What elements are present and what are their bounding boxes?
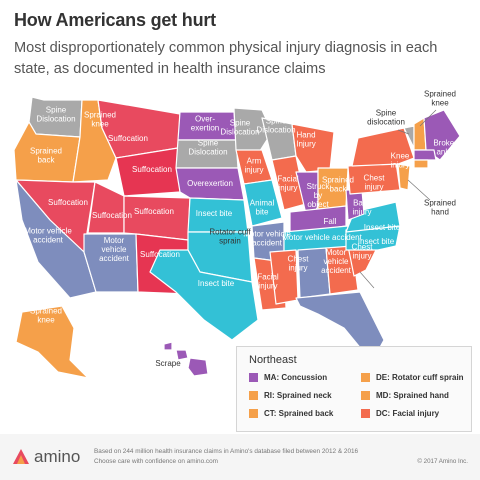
legend-item: DC: Facial injury — [361, 409, 440, 419]
label-al: Motor vehicle accident — [321, 248, 352, 275]
label-nc: Insect bite — [358, 237, 395, 246]
label-mo: Animal bite — [250, 199, 275, 217]
footer: amino Based on 244 million health insura… — [0, 434, 480, 480]
label-wv: Back injury — [352, 199, 371, 217]
state-ct — [413, 159, 429, 169]
legend-label: CT: Sprained back — [264, 409, 334, 418]
label-il: Facial injury — [277, 175, 299, 193]
label-ny: Knee injury — [390, 152, 409, 170]
label-nm: Suffocation — [140, 250, 180, 259]
state-ut — [87, 181, 125, 234]
legend-swatch — [249, 409, 258, 419]
label-mt: Suffocation — [108, 134, 148, 143]
legend-swatch — [361, 409, 370, 419]
label-az: Motor vehicle accident — [99, 236, 130, 263]
label-in: Struck by object — [307, 182, 331, 209]
label-tx-rot: Rotator cuff sprain — [209, 228, 251, 246]
state-az — [83, 233, 139, 293]
state-ny — [351, 127, 415, 167]
label-id: Sprained knee — [84, 111, 116, 129]
brand-name: amino — [34, 447, 81, 466]
legend-swatch — [249, 391, 258, 401]
legend-swatch — [249, 373, 258, 383]
leader-fl — [359, 271, 375, 289]
label-hi: Scrape — [155, 359, 181, 368]
label-mi: Hand Injury — [296, 131, 316, 149]
label-ut: Suffocation — [92, 211, 132, 220]
label-la: Facial injury — [257, 273, 279, 291]
label-pa: Chest injury — [364, 174, 386, 192]
label-nv: Suffocation — [48, 198, 88, 207]
label-ms: Chest injury — [288, 255, 310, 273]
state-nj — [397, 163, 411, 191]
state-fl — [295, 291, 385, 363]
state-ak — [15, 305, 89, 379]
label-ga: Chest injury — [352, 243, 374, 261]
footer-link[interactable]: Choose care with confidence on amino.com — [94, 458, 218, 465]
state-mo — [243, 179, 283, 227]
legend-label: MA: Concussion — [264, 373, 328, 382]
legend-title: Northeast — [249, 354, 297, 366]
legend-item: MA: Concussion — [249, 373, 328, 383]
legend-label: DE: Rotator cuff sprain — [376, 373, 464, 382]
state-tx — [149, 249, 259, 341]
legend-item: RI: Sprained neck — [249, 391, 332, 401]
legend-item: CT: Sprained back — [249, 409, 334, 419]
legend-label: DC: Facial injury — [376, 409, 440, 418]
label-vt: Spine dislocation — [367, 109, 405, 127]
label-oh: Sprained back — [322, 176, 354, 194]
label-ca: Motor vehicle accident — [24, 227, 72, 245]
label-va: Insect bite — [364, 223, 401, 232]
label-mn: Spine Dislocation — [220, 119, 259, 137]
state-co — [123, 195, 191, 241]
leader-nh — [419, 109, 437, 127]
label-ak: Sprained knee — [30, 307, 62, 325]
label-ky: Fall — [324, 217, 337, 226]
page-title: How Americans get hurt — [14, 10, 216, 30]
state-ca — [15, 179, 97, 299]
label-tn: Motor vehicle accident — [282, 233, 362, 242]
label-ar: Motor vehicle accident — [243, 230, 291, 248]
label-nd: Over-exertion — [191, 115, 219, 133]
label-ok: Insect bite — [198, 279, 235, 288]
label-nj: Sprained hand — [424, 199, 456, 217]
label-sd: Spine Dislocation — [188, 139, 227, 157]
legend-label: RI: Sprained neck — [264, 391, 332, 400]
label-wi: Spine Dislocation — [256, 117, 295, 135]
legend-swatch — [361, 391, 370, 401]
state-hi — [163, 341, 209, 377]
leader-nj — [407, 179, 431, 201]
page-subtitle: Most disproportionately common physical … — [14, 40, 438, 77]
label-nh: Sprained knee — [424, 90, 456, 108]
leader-vt — [397, 129, 410, 135]
amino-logo-icon — [13, 449, 29, 464]
label-me: Broken ankle — [433, 139, 458, 157]
label-ne: Overexertion — [187, 179, 233, 188]
label-co: Suffocation — [134, 207, 174, 216]
label-wy: Suffocation — [132, 165, 172, 174]
label-ks: Insect bite — [196, 209, 233, 218]
label-fl: Head injury — [364, 284, 383, 302]
legend-swatch — [361, 373, 370, 383]
legend-item: MD: Sprained hand — [361, 391, 449, 401]
state-ma — [413, 149, 437, 161]
label-or: Sprained back — [30, 147, 62, 165]
footer-source: Based on 244 million health insurance cl… — [94, 448, 359, 455]
legend-label: MD: Sprained hand — [376, 391, 449, 400]
state-va — [345, 201, 401, 233]
copyright: © 2017 Amino Inc. — [417, 458, 468, 465]
label-ia: Arm injury — [244, 157, 263, 175]
state-me — [423, 109, 461, 161]
label-wa: Spine Dislocation — [36, 106, 75, 124]
legend-item: DE: Rotator cuff sprain — [361, 373, 464, 383]
legend-panel: Northeast MA: Concussion DE: Rotator cuff… — [236, 346, 472, 432]
